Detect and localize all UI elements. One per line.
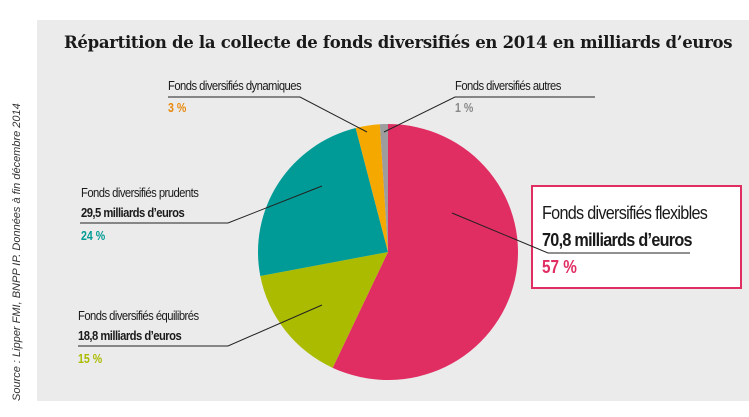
pie-slice-4 [379, 124, 388, 252]
amount-equilibres: 18,8 milliards d’euros [78, 329, 182, 343]
pct-prudents: 24 % [81, 229, 106, 243]
leader-line-prudents [80, 185, 323, 224]
pct-dynamiques: 3 % [168, 101, 187, 115]
leader-line-dynamiques [168, 96, 368, 133]
pct-flexibles: 57 % [542, 257, 577, 277]
label-equilibres: Fonds diversifiés équilibrés [78, 309, 199, 323]
flexible-callout-box [531, 185, 742, 289]
amount-flexibles: 70,8 milliards d’euros [542, 230, 693, 250]
pie-slice-0 [332, 124, 519, 380]
label-flexibles: Fonds diversifiés flexibles [542, 203, 708, 223]
label-prudents: Fonds diversifiés prudents [81, 186, 199, 200]
pct-equilibres: 15 % [78, 352, 103, 366]
label-dynamiques: Fonds diversifiés dynamiques [168, 79, 302, 93]
leader-line-flexibles [451, 212, 690, 254]
pct-autres: 1 % [455, 101, 474, 115]
pie-slice-2 [258, 128, 388, 276]
leader-line-equilibres [78, 304, 323, 347]
pie-slice-1 [260, 252, 388, 368]
chart-title: Répartition de la collecte de fonds dive… [64, 33, 733, 52]
label-autres: Fonds diversifiés autres [455, 79, 561, 93]
amount-prudents: 29,5 milliards d’euros [81, 206, 185, 220]
pie-slice-3 [355, 124, 388, 252]
leader-line-autres [383, 96, 595, 133]
